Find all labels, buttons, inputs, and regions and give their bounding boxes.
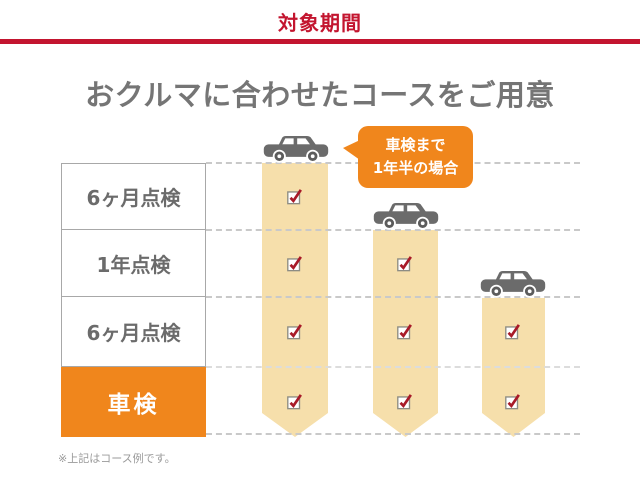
footnote: ※上記はコース例です。 xyxy=(58,452,176,465)
course-column-18-months xyxy=(262,163,328,437)
gridline-dashed xyxy=(206,366,580,368)
car-icon xyxy=(480,270,546,298)
car-icon xyxy=(373,202,439,230)
table-row-label: 6ヶ月点検 xyxy=(86,321,181,345)
table-row-6month-inspection: 6ヶ月点検 xyxy=(61,163,206,230)
checked-checkbox-icon xyxy=(397,324,412,340)
callout-tail xyxy=(343,140,360,160)
callout-bubble: 車検まで 1年半の場合 xyxy=(343,126,473,188)
page-title: おクルマに合わせたコースをご用意 xyxy=(85,78,555,112)
gridline-dashed xyxy=(206,296,580,298)
callout-line2: 1年半の場合 xyxy=(372,159,459,177)
red-divider-line xyxy=(0,39,640,44)
checked-checkbox-icon xyxy=(505,394,520,410)
checked-checkbox-icon xyxy=(287,324,302,340)
table-row-1year-inspection: 1年点検 xyxy=(61,229,206,297)
checked-checkbox-icon xyxy=(287,256,302,272)
gridline-dashed xyxy=(206,229,580,231)
header-title: 対象期間 xyxy=(278,11,362,35)
table-row-shaken: 車検 xyxy=(61,367,206,437)
checked-checkbox-icon xyxy=(287,394,302,410)
car-icon xyxy=(263,135,329,163)
callout-line1: 車検まで xyxy=(385,135,446,154)
timeline-table: 6ヶ月点検 1年点検 6ヶ月点検 車検 xyxy=(61,163,206,437)
checked-checkbox-icon xyxy=(397,256,412,272)
table-row-label: 6ヶ月点検 xyxy=(86,186,181,210)
table-row-6month-inspection: 6ヶ月点検 xyxy=(61,296,206,367)
checked-checkbox-icon xyxy=(397,394,412,410)
table-row-label: 車検 xyxy=(107,392,160,418)
gridline-dashed xyxy=(206,433,580,435)
checked-checkbox-icon xyxy=(287,189,302,205)
table-row-label: 1年点検 xyxy=(96,252,171,277)
checked-checkbox-icon xyxy=(505,324,520,340)
